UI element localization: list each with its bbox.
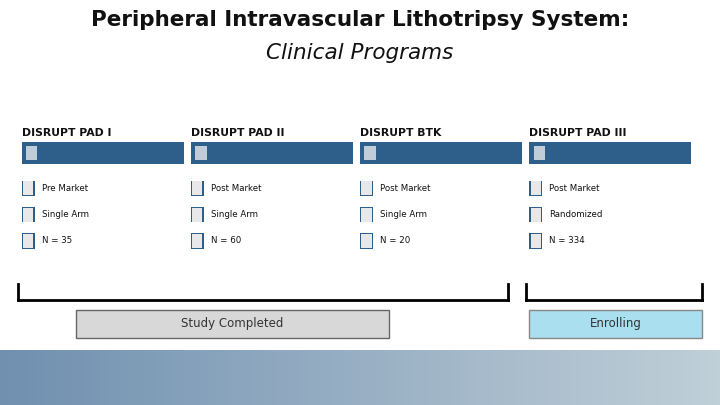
Text: DISRUPT PAD II: DISRUPT PAD II xyxy=(191,128,284,138)
Bar xyxy=(529,142,691,164)
Bar xyxy=(360,142,522,164)
Bar xyxy=(531,181,541,195)
Bar xyxy=(529,233,542,249)
Bar xyxy=(360,207,373,222)
Bar xyxy=(23,208,33,222)
Text: DISRUPT PAD III: DISRUPT PAD III xyxy=(529,128,626,138)
Bar xyxy=(192,234,202,248)
Text: Enrolling: Enrolling xyxy=(590,318,642,330)
Bar xyxy=(192,208,202,222)
Text: DISRUPT BTK: DISRUPT BTK xyxy=(360,128,441,138)
Bar xyxy=(23,234,33,248)
Text: CRT18: CRT18 xyxy=(22,370,67,385)
Text: DISRUPT PAD I: DISRUPT PAD I xyxy=(22,128,111,138)
Text: Single Arm: Single Arm xyxy=(42,210,89,219)
Bar xyxy=(22,181,35,196)
Text: N = 35: N = 35 xyxy=(42,237,72,245)
Text: N = 334: N = 334 xyxy=(549,237,585,245)
Text: Pre Market: Pre Market xyxy=(42,184,88,193)
Bar xyxy=(360,233,373,249)
Bar xyxy=(364,146,376,160)
Text: Post Market: Post Market xyxy=(380,184,431,193)
Bar xyxy=(534,146,545,160)
Bar xyxy=(22,142,184,164)
Text: Post Market: Post Market xyxy=(549,184,600,193)
Bar xyxy=(529,181,542,196)
Text: N = 60: N = 60 xyxy=(211,237,241,245)
Bar xyxy=(191,233,204,249)
Text: Randomized: Randomized xyxy=(549,210,603,219)
Bar xyxy=(361,234,372,248)
Bar xyxy=(195,146,207,160)
Bar xyxy=(22,233,35,249)
Bar xyxy=(531,234,541,248)
Bar xyxy=(23,181,33,195)
Bar xyxy=(191,207,204,222)
Bar xyxy=(22,207,35,222)
Text: Clinical Programs: Clinical Programs xyxy=(266,43,454,62)
Text: Single Arm: Single Arm xyxy=(211,210,258,219)
Bar xyxy=(191,181,204,196)
Text: CRTonline.org: CRTonline.org xyxy=(590,371,698,385)
Text: Single Arm: Single Arm xyxy=(380,210,427,219)
Bar xyxy=(191,142,353,164)
Text: Peripheral Intravascular Lithotripsy System:: Peripheral Intravascular Lithotripsy Sys… xyxy=(91,10,629,30)
Bar xyxy=(360,181,373,196)
Bar xyxy=(76,310,389,338)
Bar xyxy=(531,208,541,222)
Text: Post Market: Post Market xyxy=(211,184,261,193)
Bar xyxy=(361,181,372,195)
Bar xyxy=(192,181,202,195)
Text: Study Completed: Study Completed xyxy=(181,318,284,330)
Bar xyxy=(26,146,37,160)
Bar xyxy=(361,208,372,222)
Text: N = 20: N = 20 xyxy=(380,237,410,245)
Bar xyxy=(529,207,542,222)
Bar xyxy=(529,310,702,338)
